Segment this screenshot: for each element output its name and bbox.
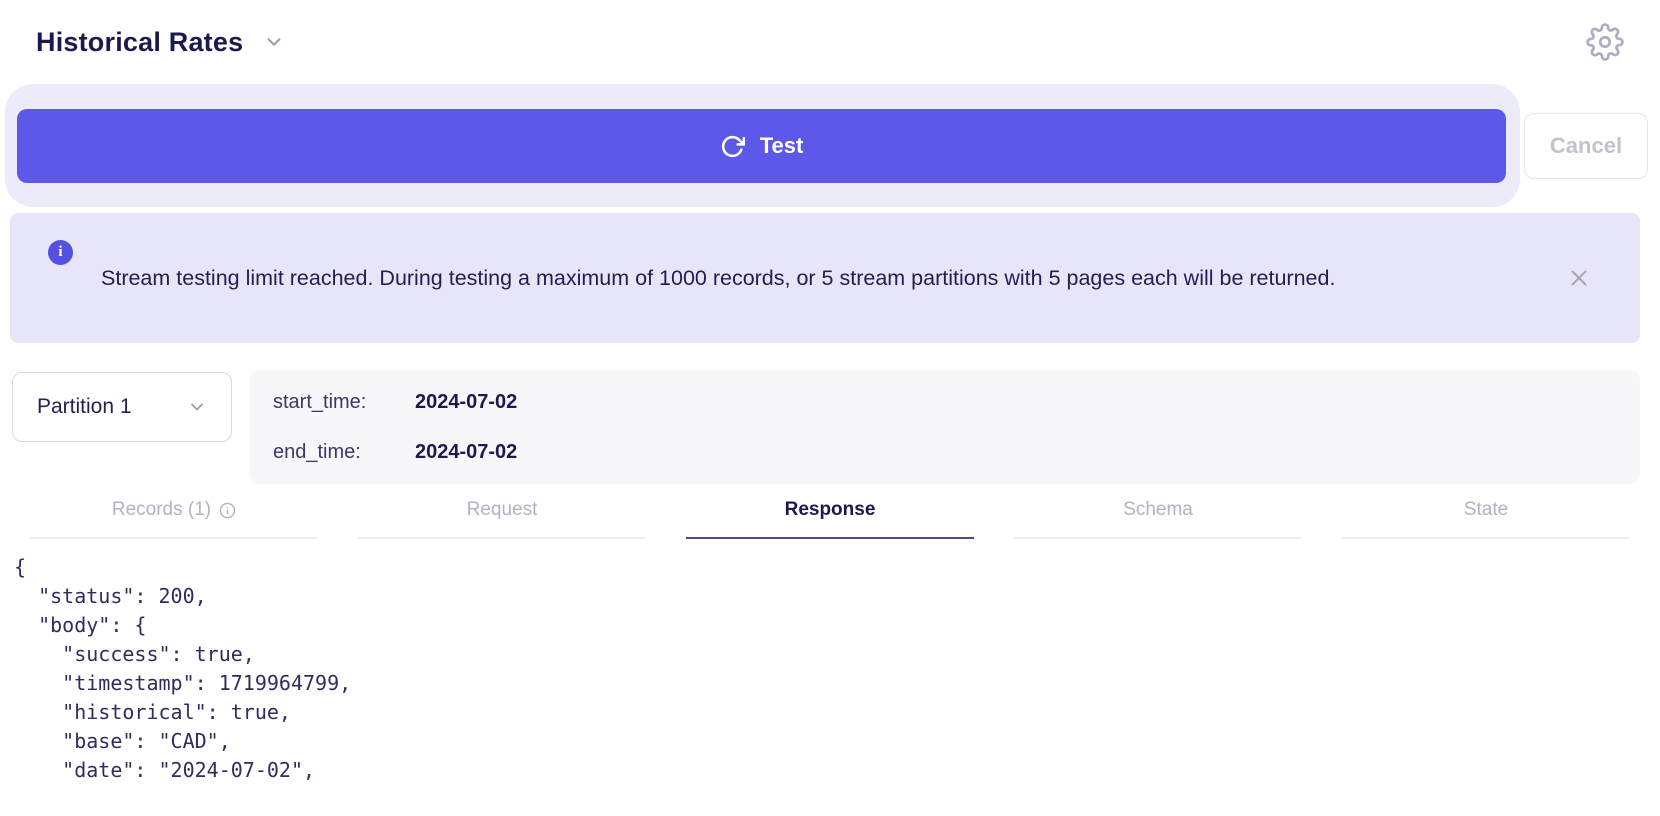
- test-button-label: Test: [759, 133, 804, 158]
- stream-selector[interactable]: Historical Rates: [36, 27, 285, 58]
- slice-field-label: end_time:: [273, 441, 361, 463]
- partition-slice-panel: start_time: 2024-07-02 end_time: 2024-07…: [250, 370, 1640, 484]
- test-button[interactable]: Test: [17, 109, 1506, 183]
- slice-field-end-time: end_time: 2024-07-02: [273, 437, 1616, 467]
- partition-row: Partition 1 start_time: 2024-07-02 end_t…: [12, 370, 1640, 484]
- tab-schema[interactable]: Schema: [1014, 499, 1302, 539]
- refresh-icon: [720, 134, 745, 159]
- tab-state[interactable]: State: [1342, 499, 1630, 539]
- banner-message: Stream testing limit reached. During tes…: [101, 265, 1336, 290]
- tab-records-label: Records (1): [111, 499, 212, 520]
- partition-dropdown-label: Partition 1: [37, 395, 132, 418]
- tab-records[interactable]: Records (1): [30, 499, 318, 539]
- info-icon: i: [48, 240, 73, 265]
- tab-response[interactable]: Response: [686, 499, 974, 539]
- info-circle-icon: [219, 502, 236, 519]
- chevron-down-icon: [187, 397, 207, 417]
- test-button-wrapper: Test: [5, 84, 1520, 207]
- gear-icon[interactable]: [1586, 23, 1624, 61]
- slice-field-start-time: start_time: 2024-07-02: [273, 387, 1616, 417]
- tab-request[interactable]: Request: [358, 499, 646, 539]
- result-tabs: Records (1) Request Response Schema Stat…: [30, 499, 1630, 539]
- header: Historical Rates: [0, 0, 1660, 62]
- test-row: Test Cancel: [5, 84, 1650, 207]
- close-icon[interactable]: [1566, 265, 1592, 291]
- page-title: Historical Rates: [36, 26, 244, 57]
- partition-dropdown[interactable]: Partition 1: [12, 372, 232, 442]
- slice-field-label: start_time:: [273, 391, 367, 413]
- chevron-down-icon: [263, 31, 285, 53]
- stream-limit-banner: i Stream testing limit reached. During t…: [10, 213, 1640, 343]
- slice-field-value: 2024-07-02: [415, 441, 518, 463]
- slice-field-value: 2024-07-02: [415, 391, 518, 413]
- response-json-viewer: { "status": 200, "body": { "success": tr…: [14, 555, 352, 782]
- cancel-button[interactable]: Cancel: [1524, 112, 1648, 179]
